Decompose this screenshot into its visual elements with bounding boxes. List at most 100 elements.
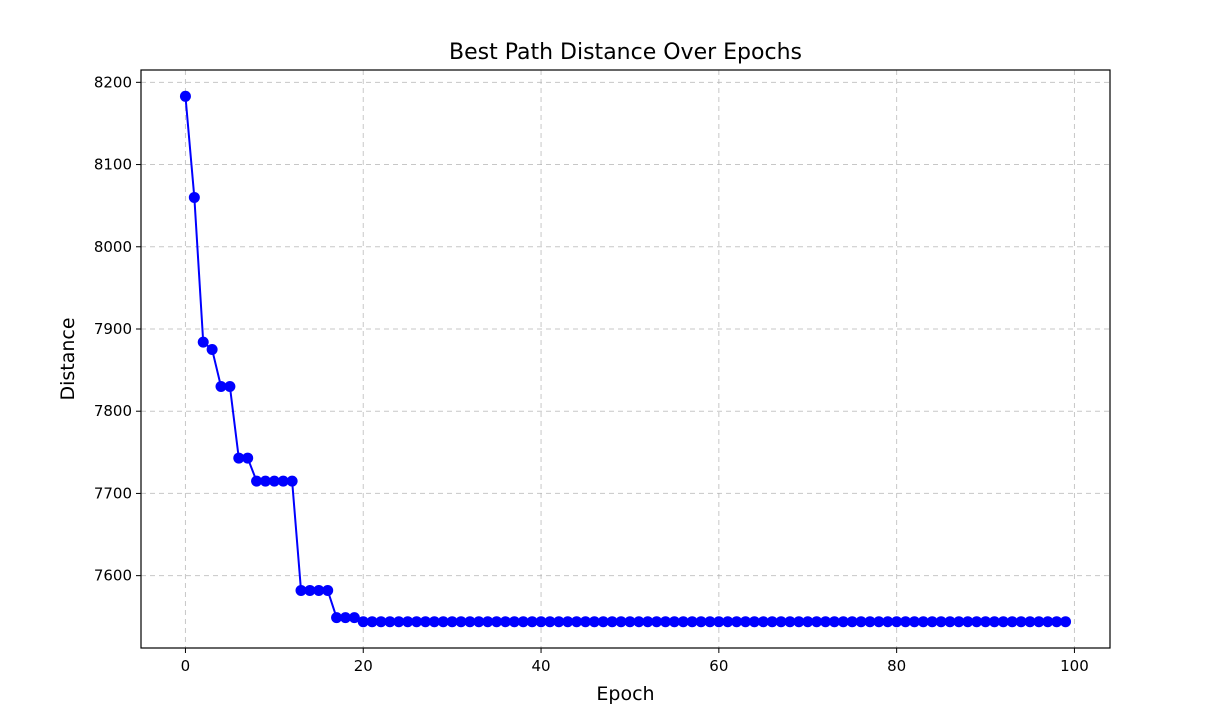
data-point [686, 616, 698, 628]
x-tick-label: 80 [887, 657, 906, 675]
data-point [891, 616, 903, 628]
data-point [375, 616, 387, 628]
data-point [900, 616, 912, 628]
data-point [233, 452, 245, 464]
data-point [642, 616, 654, 628]
data-point [757, 616, 769, 628]
data-point [864, 616, 876, 628]
data-point [820, 616, 832, 628]
data-point [1042, 616, 1054, 628]
data-point [651, 616, 663, 628]
data-point [1024, 616, 1036, 628]
data-point [713, 616, 725, 628]
data-point [660, 616, 672, 628]
y-tick-label: 7800 [94, 402, 132, 420]
y-tick-label: 7600 [94, 567, 132, 585]
data-point [811, 616, 823, 628]
data-point [313, 584, 325, 596]
data-point [446, 616, 458, 628]
grid-layer [141, 70, 1110, 648]
data-point [437, 616, 449, 628]
data-point [508, 616, 520, 628]
data-point [562, 616, 574, 628]
y-tick-label: 8100 [94, 156, 132, 174]
data-point [962, 616, 974, 628]
data-point [402, 616, 414, 628]
data-point [997, 616, 1009, 628]
data-point [517, 616, 529, 628]
data-point [873, 616, 885, 628]
data-point [988, 616, 1000, 628]
data-point [544, 616, 556, 628]
data-point [535, 616, 547, 628]
data-point [677, 616, 689, 628]
data-point [953, 616, 965, 628]
data-point [775, 616, 787, 628]
data-point [455, 616, 467, 628]
tick-layer: 0 20 40 60 80 100 7600 7700 7800 7900 8000 8100 8200 [94, 73, 1089, 675]
data-point [348, 612, 360, 624]
y-tick-label: 7700 [94, 484, 132, 502]
data-point [304, 584, 316, 596]
data-point [571, 616, 583, 628]
data-point [793, 616, 805, 628]
data-point [331, 612, 343, 624]
data-point [197, 336, 209, 348]
data-point [1006, 616, 1018, 628]
data-point [428, 616, 440, 628]
data-point [259, 475, 271, 487]
data-point [286, 475, 298, 487]
data-point [482, 616, 494, 628]
chart-title: Best Path Distance Over Epochs [449, 40, 802, 65]
data-point [695, 616, 707, 628]
series-line [184, 96, 1066, 623]
data-point [579, 616, 591, 628]
data-point [206, 344, 218, 356]
data-point [668, 616, 680, 628]
data-point [855, 616, 867, 628]
data-point [944, 616, 956, 628]
data-point [633, 616, 645, 628]
data-point [846, 616, 858, 628]
y-tick-label: 8000 [94, 238, 132, 256]
data-point [926, 616, 938, 628]
x-tick-label: 100 [1060, 657, 1089, 675]
plot-frame [140, 69, 1111, 649]
data-point [322, 584, 334, 596]
data-point [1060, 616, 1072, 628]
data-point [588, 616, 600, 628]
x-tick-label: 0 [181, 657, 191, 675]
data-point [828, 616, 840, 628]
data-point [188, 191, 200, 203]
series-layer [179, 90, 1072, 628]
data-point [1033, 616, 1045, 628]
data-point [597, 616, 609, 628]
data-point [499, 616, 511, 628]
data-point [980, 616, 992, 628]
data-point [339, 612, 351, 624]
data-point [411, 616, 423, 628]
data-point [268, 475, 280, 487]
data-point [1015, 616, 1027, 628]
data-point [615, 616, 627, 628]
data-point [766, 616, 778, 628]
data-point [224, 381, 236, 393]
data-point [357, 616, 369, 628]
data-point [740, 616, 752, 628]
data-point [491, 616, 503, 628]
x-tick-label: 60 [709, 657, 728, 675]
data-point [748, 616, 760, 628]
data-point [366, 616, 378, 628]
data-point [704, 616, 716, 628]
y-tick-label: 7900 [94, 320, 132, 338]
data-point [295, 584, 307, 596]
data-point [251, 475, 263, 487]
data-point [242, 452, 254, 464]
x-tick-label: 20 [354, 657, 373, 675]
y-tick-label: 8200 [94, 73, 132, 91]
data-point [419, 616, 431, 628]
data-point [935, 616, 947, 628]
data-point [473, 616, 485, 628]
